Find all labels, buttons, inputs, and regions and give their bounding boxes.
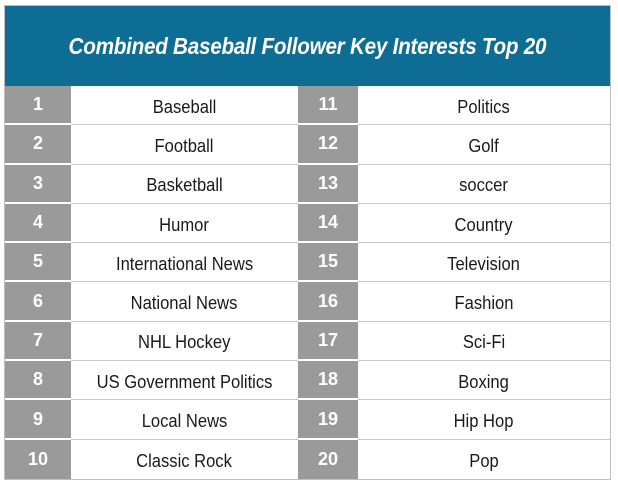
rank-number: 6 <box>5 282 71 322</box>
interest-label-text: Television <box>447 253 521 274</box>
interest-label: Fashion <box>358 282 610 322</box>
interest-label: Local News <box>71 400 298 440</box>
interest-label: Golf <box>358 125 610 165</box>
table-row: 2 Football 12 Golf <box>5 125 610 165</box>
table-row: 7 NHL Hockey 17 Sci-Fi <box>5 321 610 362</box>
interest-label-text: Basketball <box>146 175 223 196</box>
interest-label: Television <box>358 243 610 283</box>
rank-number: 15 <box>298 243 358 283</box>
rank-number: 12 <box>298 125 358 165</box>
interest-label: Baseball <box>71 86 298 126</box>
interest-label-text: Local News <box>141 411 228 432</box>
rank-number: 7 <box>5 321 71 362</box>
interest-label: Country <box>358 204 610 244</box>
interest-label-text: Fashion <box>454 293 514 314</box>
rank-number: 9 <box>5 400 71 440</box>
interest-label-text: Classic Rock <box>136 450 233 471</box>
rank-number: 3 <box>5 164 71 204</box>
interest-label-text: Sci-Fi <box>462 332 506 353</box>
interest-label-text: Golf <box>468 135 500 156</box>
interest-label-text: Football <box>155 135 214 156</box>
rank-number: 20 <box>298 439 358 479</box>
table-row: 8 US Government Politics 18 Boxing <box>5 361 610 401</box>
interest-label-text: Country <box>455 214 513 235</box>
interest-label-text: Humor <box>159 214 210 235</box>
interest-label: Basketball <box>71 165 298 204</box>
rank-number: 2 <box>5 125 71 165</box>
table-header: Combined Baseball Follower Key Interests… <box>5 6 610 86</box>
rank-number: 14 <box>298 203 358 244</box>
interest-label-text: Baseball <box>152 96 217 117</box>
rank-number: 8 <box>5 361 71 401</box>
interest-label: International News <box>71 243 298 283</box>
rank-number: 13 <box>298 164 358 204</box>
table-row: 3 Basketball 13 soccer <box>5 164 610 204</box>
interest-label: Hip Hop <box>358 400 610 440</box>
table-row: 5 International News 15 Television <box>5 243 610 283</box>
interest-label: Pop <box>358 440 610 479</box>
interest-label-text: Boxing <box>458 371 510 392</box>
interest-label: Sci-Fi <box>358 322 610 362</box>
interest-label-text: NHL Hockey <box>138 332 231 353</box>
rank-number: 1 <box>5 86 71 126</box>
interest-label-text: Hip Hop <box>454 411 514 432</box>
interest-label: Politics <box>358 86 610 126</box>
ranking-grid: 1 Baseball 11 Politics 2 Football 12 Gol… <box>5 86 610 479</box>
interest-label: National News <box>71 282 298 322</box>
interest-label-text: Politics <box>457 96 511 117</box>
interest-label-text: National News <box>131 293 238 314</box>
rank-number: 4 <box>5 203 71 244</box>
interests-table: Combined Baseball Follower Key Interests… <box>4 5 611 480</box>
rank-number: 10 <box>5 439 71 479</box>
table-row: 4 Humor 14 Country <box>5 203 610 244</box>
rank-number: 16 <box>298 282 358 322</box>
interest-label: US Government Politics <box>71 361 298 401</box>
rank-number: 19 <box>298 400 358 440</box>
interest-label: Classic Rock <box>71 440 298 479</box>
rank-number: 5 <box>5 243 71 283</box>
rank-number: 17 <box>298 321 358 362</box>
interest-label: Football <box>71 125 298 165</box>
page-title: Combined Baseball Follower Key Interests… <box>68 32 547 59</box>
interest-label-text: US Government Politics <box>96 371 273 392</box>
interest-label-text: soccer <box>459 175 509 196</box>
table-row: 9 Local News 19 Hip Hop <box>5 400 610 440</box>
interest-label-text: Pop <box>469 450 499 471</box>
interest-label: NHL Hockey <box>71 322 298 362</box>
table-row: 1 Baseball 11 Politics <box>5 86 610 126</box>
table-row: 6 National News 16 Fashion <box>5 282 610 322</box>
interest-label: Boxing <box>358 361 610 401</box>
interest-label: Humor <box>71 204 298 244</box>
table-row: 10 Classic Rock 20 Pop <box>5 439 610 479</box>
rank-number: 18 <box>298 361 358 401</box>
interest-label: soccer <box>358 165 610 204</box>
interest-label-text: International News <box>115 253 254 274</box>
rank-number: 11 <box>298 86 358 126</box>
